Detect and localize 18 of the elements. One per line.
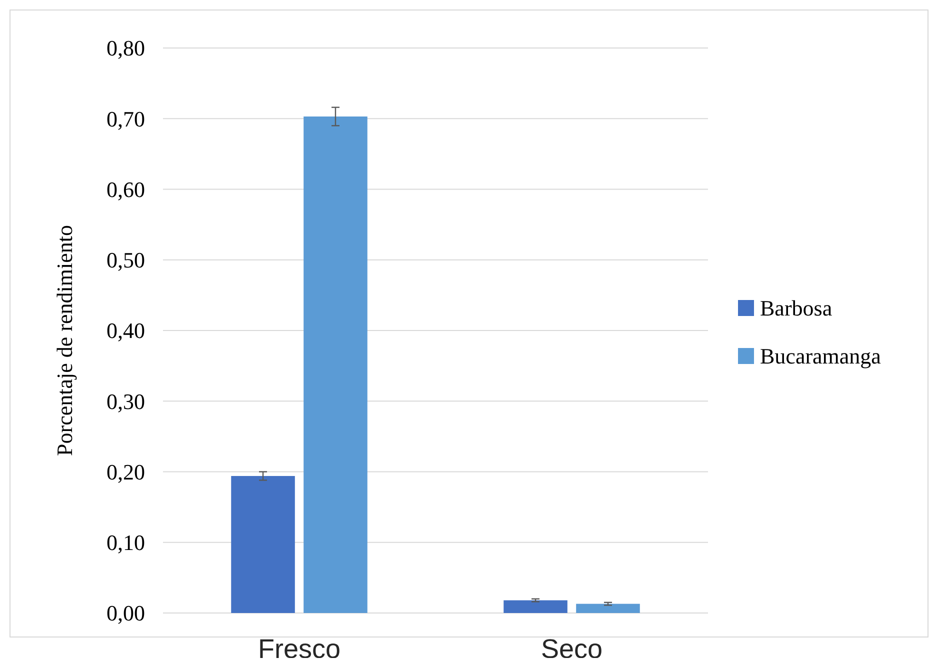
legend-label: Barbosa [760, 296, 832, 321]
y-axis-title: Porcentaje de rendimiento [52, 225, 77, 456]
x-tick-label: Seco [540, 634, 603, 664]
x-tick-label: Fresco [258, 634, 341, 664]
y-tick-label: 0,30 [106, 388, 145, 414]
bar [576, 604, 640, 613]
y-tick-label: 0,50 [106, 248, 145, 273]
y-tick-label: 0,80 [106, 36, 145, 61]
y-tick-label: 0,70 [106, 106, 145, 132]
bar [231, 476, 295, 613]
y-tick-label: 0,20 [106, 459, 145, 484]
bar [504, 600, 568, 613]
y-tick-label: 0,40 [106, 318, 145, 344]
y-tick-label: 0,60 [106, 176, 145, 202]
bar [304, 116, 368, 613]
y-tick-label: 0,10 [106, 530, 145, 556]
legend-label: Bucaramanga [760, 344, 882, 369]
y-tick-label: 0,00 [106, 600, 145, 626]
